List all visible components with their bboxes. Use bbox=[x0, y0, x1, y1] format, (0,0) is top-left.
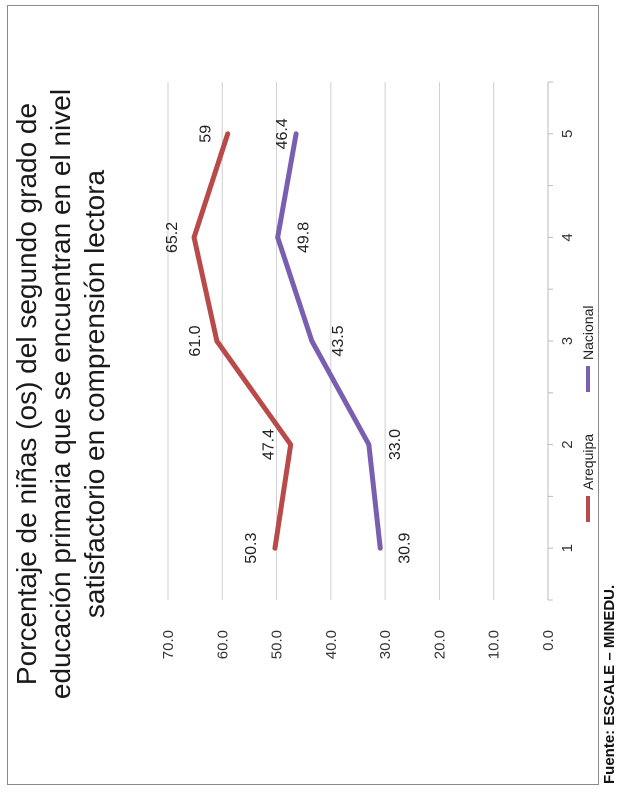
data-label: 30.9 bbox=[396, 533, 413, 564]
y-tick-label: 40.0 bbox=[323, 630, 340, 659]
series-line-arequipa bbox=[191, 131, 294, 551]
data-label: 47.4 bbox=[261, 429, 278, 460]
data-label: 33.0 bbox=[387, 429, 404, 460]
source-note: Fuente: ESCALE – MINEDU. bbox=[601, 584, 618, 784]
x-tick-label: 5 bbox=[559, 130, 576, 138]
data-label: 61.0 bbox=[187, 325, 204, 356]
y-tick-label: 70.0 bbox=[160, 630, 177, 659]
data-label: 49.8 bbox=[296, 222, 313, 253]
legend-label: Nacional bbox=[580, 306, 596, 360]
y-tick-label: 10.0 bbox=[486, 630, 503, 659]
data-label: 46.4 bbox=[274, 118, 291, 149]
y-tick-label: 50.0 bbox=[269, 630, 286, 659]
data-label: 65.2 bbox=[164, 222, 181, 253]
y-tick-label: 20.0 bbox=[431, 630, 448, 659]
x-tick-label: 3 bbox=[559, 337, 576, 345]
legend-label: Arequipa bbox=[580, 434, 596, 490]
line-chart: 0.0 10.0 20.0 30.0 40.0 50.0 60.0 70.0 1 2 3 4 5 50.3… bbox=[160, 81, 596, 659]
x-tick-label: 1 bbox=[559, 544, 576, 552]
x-tick-label: 4 bbox=[559, 233, 576, 241]
x-tick-label: 2 bbox=[559, 440, 576, 448]
y-tick-label: 30.0 bbox=[377, 630, 394, 659]
data-label: 43.5 bbox=[330, 325, 347, 356]
series-line-nacional bbox=[275, 131, 383, 551]
y-tick-label: 60.0 bbox=[214, 630, 231, 659]
y-tick-label: 0.0 bbox=[540, 630, 557, 651]
data-label: 50.3 bbox=[243, 533, 260, 564]
data-label: 59 bbox=[198, 125, 215, 143]
